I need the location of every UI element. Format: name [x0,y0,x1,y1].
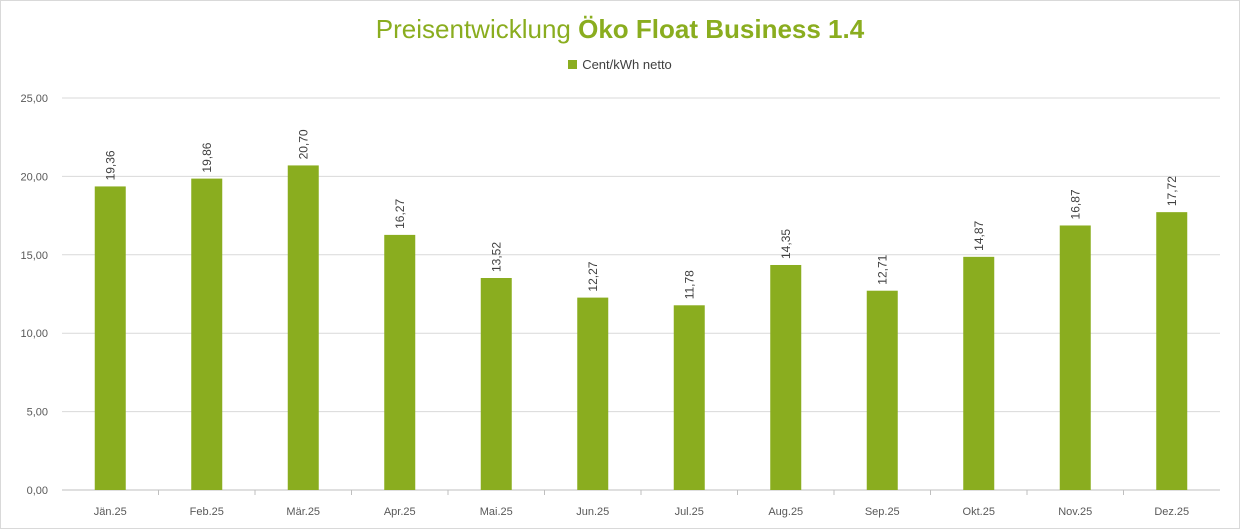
bar [577,297,609,490]
bar [287,165,319,490]
legend-label: Cent/kWh netto [582,57,672,72]
y-tick-label: 20,00 [20,171,48,183]
bar-value-label: 17,72 [1165,176,1179,206]
chart-legend: Cent/kWh netto [0,57,1240,72]
x-tick-label: Dez.25 [1154,506,1189,518]
x-tick-label: Jun.25 [576,506,609,518]
x-tick-label: Jul.25 [675,506,704,518]
bar-value-label: 13,52 [489,242,503,272]
bar-value-label: 12,27 [586,261,600,291]
bar-value-label: 12,71 [875,254,889,284]
bar-value-label: 20,70 [296,129,310,159]
chart-title: Preisentwicklung Öko Float Business 1.4 [0,14,1240,45]
x-tick-label: Aug.25 [768,506,803,518]
x-tick-label: Mai.25 [480,506,513,518]
chart-title-regular: Preisentwicklung [375,14,579,44]
bar [866,290,898,490]
bar [1156,212,1188,491]
bar [480,278,512,490]
bar-value-label: 16,87 [1068,189,1082,219]
x-tick-label: Feb.25 [190,506,224,518]
x-tick-label: Jän.25 [94,506,127,518]
x-tick-label: Nov.25 [1058,506,1092,518]
bar [191,178,223,490]
bar-value-label: 16,27 [393,199,407,229]
bar-value-label: 14,35 [779,229,793,259]
bar [770,264,802,490]
legend-swatch [568,60,578,69]
bar [1059,225,1091,490]
bar [963,256,995,490]
bar [673,305,705,490]
bar-value-label: 14,87 [972,220,986,250]
y-tick-label: 25,00 [20,93,48,105]
bar [94,186,126,491]
y-tick-label: 15,00 [20,250,48,262]
bar-value-label: 19,36 [103,150,117,180]
x-tick-label: Apr.25 [384,506,416,518]
y-tick-label: 10,00 [20,328,48,340]
y-tick-label: 0,00 [27,485,48,497]
chart-title-bold: Öko Float Business 1.4 [578,14,865,44]
x-tick-label: Mär.25 [286,506,320,518]
bar-value-label: 11,78 [682,270,696,299]
bar [384,234,416,490]
bar-value-label: 19,86 [200,142,214,172]
x-tick-label: Okt.25 [963,506,995,518]
x-tick-label: Sep.25 [865,506,900,518]
y-tick-label: 5,00 [27,407,48,419]
